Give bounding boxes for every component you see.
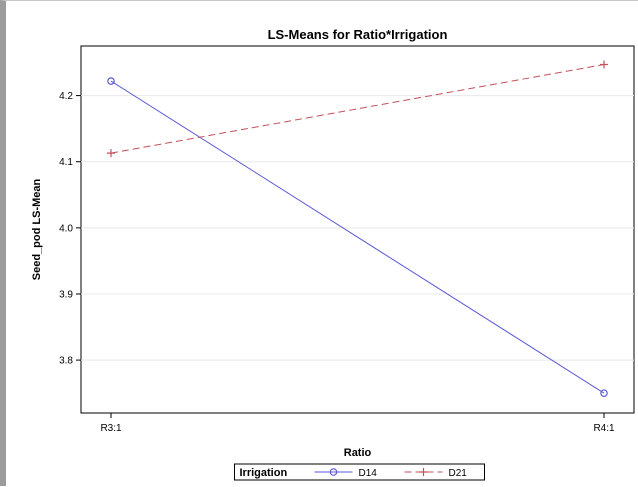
data-point-d21 <box>600 60 608 69</box>
legend-items: D14 D21 <box>314 468 468 479</box>
series-d21 <box>107 60 608 158</box>
plot-area <box>80 45 635 414</box>
x-tick-label: R3:1 <box>100 423 122 434</box>
legend-item-d21: D21 <box>404 468 468 479</box>
y-tick-label: 4.2 <box>59 91 73 102</box>
legend: Irrigation D14 D21 <box>234 463 485 481</box>
legend-marker-d14 <box>329 468 338 476</box>
x-axis: R3:1 R4:1 <box>100 413 615 434</box>
data-point-d14 <box>107 77 115 85</box>
line-chart: LS-Means for Ratio*Irrigation 3.8 3.9 4.0 4… <box>31 27 635 481</box>
y-axis-label: Seed_pod LS-Mean <box>31 178 43 280</box>
legend-label-d14: D14 <box>359 468 378 479</box>
legend-marker-d21 <box>419 468 428 476</box>
x-tick-label: R4:1 <box>593 423 615 434</box>
series-d14 <box>107 77 608 397</box>
chart-title: LS-Means for Ratio*Irrigation <box>268 27 448 42</box>
legend-label-d21: D21 <box>449 468 468 479</box>
data-point-d14 <box>600 389 608 397</box>
legend-title: Irrigation <box>240 467 288 479</box>
y-tick-label: 3.9 <box>59 289 73 300</box>
series-group <box>107 60 608 397</box>
legend-item-d14: D14 <box>314 468 378 479</box>
y-tick-label: 3.8 <box>59 356 73 367</box>
data-point-d21 <box>107 149 115 158</box>
series-line-d14 <box>110 80 605 394</box>
series-line-d21 <box>110 64 605 154</box>
y-axis: 3.8 3.9 4.0 4.1 4.2 <box>59 91 81 367</box>
x-axis-label: Ratio <box>344 447 372 459</box>
y-tick-label: 4.0 <box>59 223 73 234</box>
y-tick-label: 4.1 <box>59 157 73 168</box>
gridlines <box>81 95 634 361</box>
legend-box <box>234 463 485 481</box>
